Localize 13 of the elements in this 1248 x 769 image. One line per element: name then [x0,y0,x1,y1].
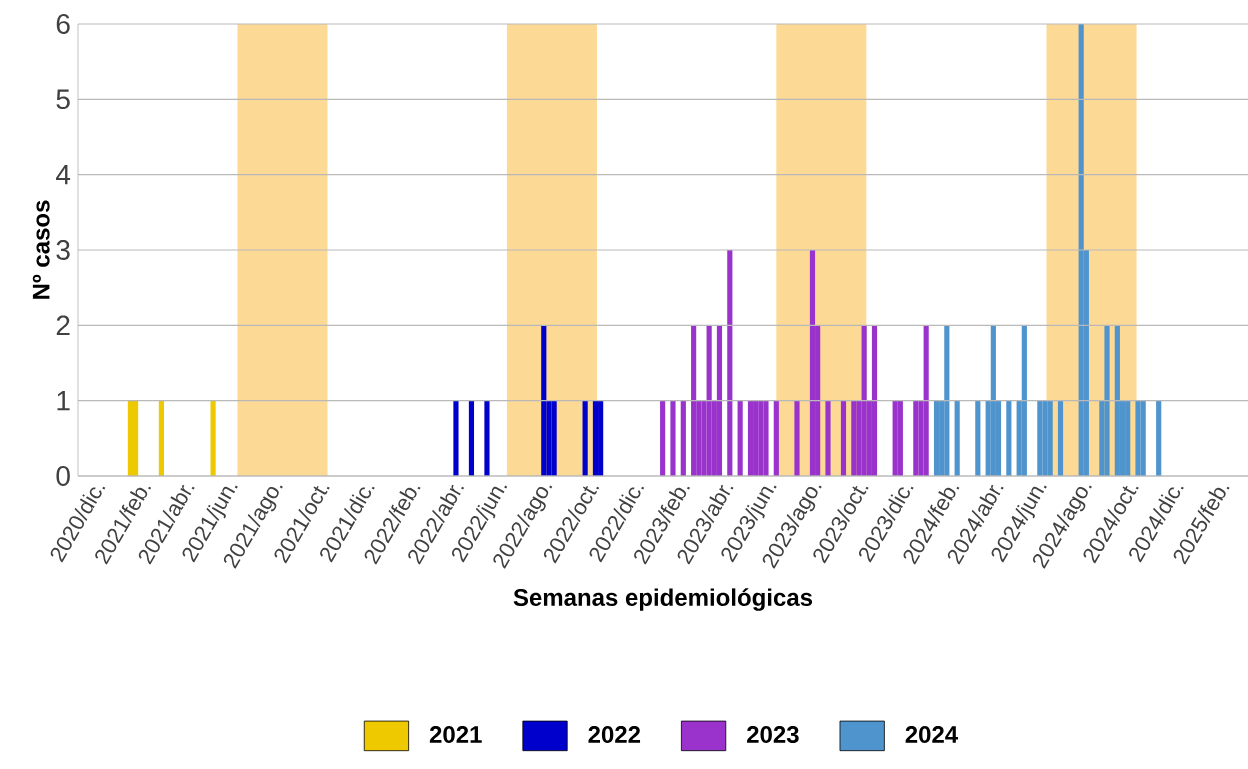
y-tick-label: 5 [56,89,70,110]
legend-label: 2024 [905,726,958,743]
y-axis-title: Nº casos [32,200,50,299]
x-axis-title: Semanas epidemiológicas [513,588,813,611]
legend-label: 2022 [588,726,641,743]
y-tick-label: 1 [57,391,70,411]
y-tick-label: 2 [56,315,70,336]
y-tick-label: 3 [56,240,70,260]
y-tick-label: 0 [56,466,70,486]
legend-label: 2021 [429,726,482,743]
y-tick-label: 4 [56,165,71,185]
y-tick-label: 6 [56,14,70,34]
legend-label: 2023 [747,726,799,744]
